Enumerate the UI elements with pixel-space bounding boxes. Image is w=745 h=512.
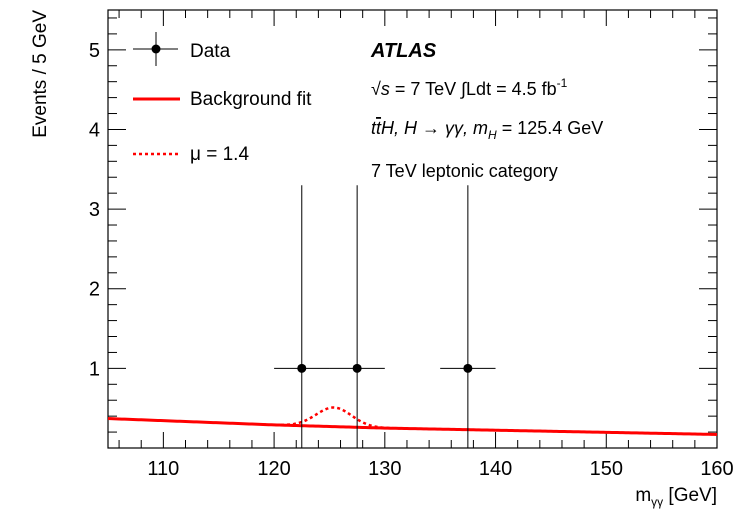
luminosity-exponent: -1 <box>557 76 568 90</box>
axes-layer: 110 120 130 140 150 160 1 2 3 4 5 <box>89 9 734 480</box>
data-marker <box>297 363 307 373</box>
data-point-1 <box>274 185 330 448</box>
background-fit-line <box>107 417 718 436</box>
x-axis-title: mγγ [GeV] <box>635 485 717 509</box>
curves-layer <box>107 406 718 436</box>
data-point-2 <box>329 185 385 448</box>
process-text: H, H → γγ, m <box>381 118 488 138</box>
signal-mu-1.4-line <box>262 406 405 430</box>
higgs-mass-text: = 125.4 GeV <box>497 118 604 138</box>
x-axis-title-main: m <box>635 485 651 506</box>
axis-titles: mγγ [GeV] Events / 5 GeV <box>30 10 717 509</box>
legend-data-marker <box>151 44 161 54</box>
top-symbol: t <box>371 118 377 138</box>
s-symbol: s <box>381 79 390 99</box>
plot-frame <box>107 9 718 449</box>
legend-label-background-fit: Background fit <box>190 89 312 110</box>
x-axis-title-subscript: γγ <box>651 495 663 509</box>
y-tick-label: 1 <box>89 358 100 380</box>
sqrt-symbol: √ <box>371 79 381 99</box>
x-axis-title-unit-text: [GeV] <box>668 485 717 506</box>
y-tick-label: 5 <box>89 40 100 62</box>
legend-label-signal: μ = 1.4 <box>190 144 249 165</box>
energy-lumi-label: √s = 7 TeV ∫Ldt = 4.5 fb-1 <box>371 76 568 99</box>
annotations: ATLAS √s = 7 TeV ∫Ldt = 4.5 fb-1 ttH, H … <box>370 40 603 181</box>
y-tick-label: 4 <box>89 119 100 141</box>
data-marker <box>463 363 473 373</box>
process-label: ttH, H → γγ, mH = 125.4 GeV <box>371 118 603 142</box>
category-label: 7 TeV leptonic category <box>371 161 558 181</box>
data-points-layer <box>274 185 496 448</box>
legend-label-data: Data <box>190 41 231 62</box>
data-marker <box>352 363 362 373</box>
luminosity-text: Ldt = 4.5 fb <box>466 79 557 99</box>
y-tick-label: 2 <box>89 279 100 301</box>
energy-text: = 7 TeV <box>390 79 461 99</box>
x-tick-label: 150 <box>590 458 623 480</box>
x-tick-label: 140 <box>479 458 512 480</box>
y-axis-title: Events / 5 GeV <box>30 10 51 138</box>
antitop-symbol: t <box>376 118 382 138</box>
x-tick-label: 110 <box>147 458 179 480</box>
atlas-label: ATLAS <box>370 40 437 62</box>
higgs-subscript: H <box>488 128 497 142</box>
legend: Data Background fit μ = 1.4 <box>133 32 312 165</box>
x-tick-label: 130 <box>368 458 401 480</box>
data-point-3 <box>440 185 496 448</box>
y-tick-label: 3 <box>89 199 100 221</box>
x-tick-label: 160 <box>700 458 733 480</box>
integral-symbol: ∫ <box>459 79 467 99</box>
x-tick-label: 120 <box>257 458 290 480</box>
